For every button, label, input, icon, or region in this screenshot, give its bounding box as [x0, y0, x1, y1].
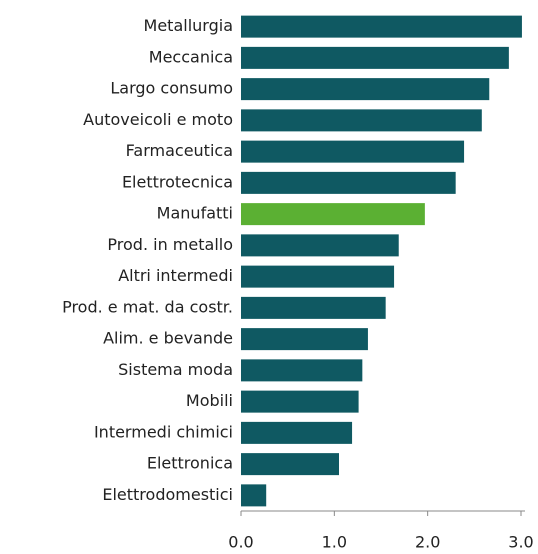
- bar: [241, 234, 399, 257]
- bar: [241, 171, 456, 194]
- y-tick-label: Farmaceutica: [126, 141, 233, 160]
- bar: [241, 15, 522, 38]
- bar: [241, 265, 395, 288]
- y-tick-label: Autoveicoli e moto: [83, 110, 233, 129]
- bar: [241, 78, 490, 101]
- y-tick-label: Prod. in metallo: [107, 235, 233, 254]
- y-tick-label: Meccanica: [149, 47, 233, 66]
- x-tick-label: 2.0: [415, 533, 440, 552]
- bar: [241, 203, 425, 226]
- y-tick-label: Sistema moda: [118, 360, 233, 379]
- bar: [241, 359, 363, 382]
- bar: [241, 453, 339, 476]
- bar: [241, 484, 267, 507]
- bar: [241, 140, 465, 163]
- x-tick-label: 1.0: [322, 533, 347, 552]
- y-tick-label: Manufatti: [157, 204, 233, 223]
- y-tick-label: Intermedi chimici: [94, 422, 233, 441]
- y-tick-label: Altri intermedi: [118, 266, 233, 285]
- y-tick-label: Elettrodomestici: [102, 485, 233, 504]
- y-tick-label: Elettrotecnica: [122, 172, 233, 191]
- y-tick-label: Mobili: [186, 391, 233, 410]
- bar: [241, 46, 509, 69]
- y-tick-label: Prod. e mat. da costr.: [62, 297, 233, 316]
- y-tick-label: Largo consumo: [110, 79, 233, 98]
- bar: [241, 109, 482, 132]
- bar: [241, 421, 353, 444]
- y-tick-label: Elettronica: [147, 454, 233, 473]
- bar: [241, 328, 368, 351]
- bar: [241, 390, 359, 413]
- y-tick-label: Alim. e bevande: [103, 329, 233, 348]
- bar: [241, 296, 386, 319]
- y-tick-label: Metallurgia: [144, 16, 233, 35]
- x-tick-label: 0.0: [228, 533, 253, 552]
- x-tick-label: 3.0: [508, 533, 533, 552]
